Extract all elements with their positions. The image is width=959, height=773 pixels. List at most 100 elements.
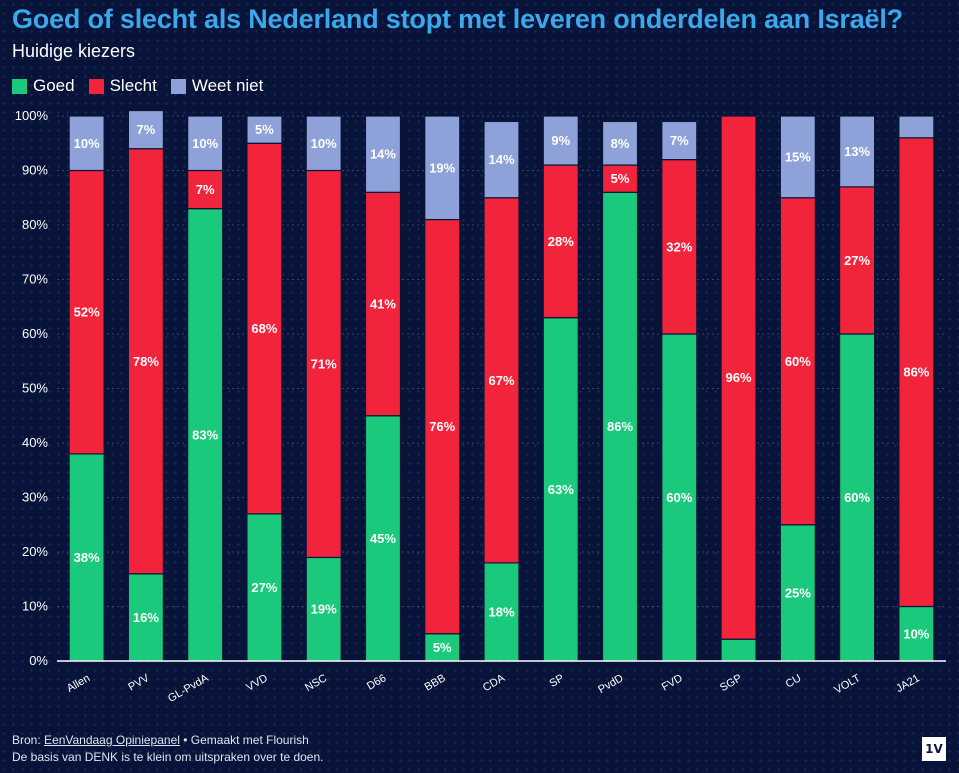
page-title: Goed of slecht als Nederland stopt met l… — [12, 4, 903, 34]
bar-goed-allen — [68, 453, 105, 662]
source-line: Bron: EenVandaag Opiniepanel • Gemaakt m… — [12, 732, 323, 749]
x-category-label: CDA — [481, 672, 508, 694]
x-category-label: JA21 — [894, 672, 922, 695]
bar-goed-cda — [483, 562, 520, 662]
bar-value-label: 28% — [548, 234, 574, 249]
bar-weet-niet-cu — [779, 115, 816, 199]
y-tick-label: 10% — [22, 599, 48, 614]
bar-value-label: 19% — [429, 160, 455, 175]
bar-slecht-sgp — [720, 115, 757, 640]
bar-value-label: 52% — [74, 305, 100, 320]
legend-item-slecht[interactable]: Slecht — [88, 76, 157, 96]
bar-value-label: 18% — [488, 604, 514, 619]
bar-value-label: 41% — [370, 297, 396, 312]
y-tick-label: 70% — [22, 272, 48, 287]
x-category-label: SP — [548, 672, 567, 690]
bar-value-label: 5% — [611, 171, 630, 186]
bar-value-label: 25% — [785, 585, 811, 600]
bar-value-label: 10% — [74, 136, 100, 151]
y-tick-label: 20% — [22, 544, 48, 559]
bar-slecht-volt — [838, 186, 876, 335]
x-category-label: CU — [784, 672, 804, 690]
eenvandaag-logo: 1V — [922, 737, 946, 761]
legend-item-goed[interactable]: Goed — [12, 76, 75, 96]
bar-weet-niet-gl-pvda — [187, 115, 224, 172]
y-tick-label: 30% — [22, 490, 48, 505]
bar-value-label: 63% — [548, 482, 574, 497]
bar-goed-sgp — [720, 638, 757, 662]
bar-value-label: 68% — [251, 321, 277, 336]
bar-value-label: 67% — [488, 373, 514, 388]
bar-slecht-pvv — [127, 148, 164, 575]
x-category-label: FVD — [660, 672, 685, 693]
bar-goed-pvv — [127, 573, 164, 662]
bar-slecht-sp — [542, 164, 579, 319]
legend-label-slecht: Slecht — [109, 76, 157, 95]
bar-value-label: 19% — [311, 602, 337, 617]
legend-swatch-weet-niet — [170, 78, 186, 94]
bar-value-label: 10% — [903, 626, 929, 641]
y-tick-label: 60% — [22, 326, 48, 341]
bar-value-label: 86% — [607, 419, 633, 434]
bar-value-label: 7% — [670, 133, 689, 148]
bar-value-label: 7% — [137, 122, 156, 137]
bar-goed-volt — [838, 333, 876, 662]
x-category-label: SGP — [718, 672, 744, 694]
y-tick-label: 0% — [29, 653, 48, 668]
x-category-label: GL-PvdA — [166, 672, 211, 705]
bar-value-label: 60% — [785, 354, 811, 369]
bar-weet-niet-nsc — [305, 115, 342, 172]
bar-slecht-vvd — [246, 142, 283, 515]
bar-slecht-d66 — [364, 191, 402, 417]
bar-value-label: 9% — [551, 133, 570, 148]
bar-value-label: 71% — [311, 356, 337, 371]
x-category-label: VVD — [244, 672, 270, 694]
bar-value-label: 5% — [255, 122, 274, 137]
y-tick-label: 80% — [22, 217, 48, 232]
y-tick-label: 90% — [22, 163, 48, 178]
x-category-label: NSC — [303, 672, 329, 694]
made-with-text: • Gemaakt met Flourish — [179, 733, 309, 747]
legend-swatch-slecht — [88, 78, 104, 94]
bar-weet-niet-vvd — [246, 115, 283, 144]
legend-swatch-goed — [12, 78, 27, 94]
bar-value-label: 10% — [311, 136, 337, 151]
bar-value-label: 32% — [666, 239, 692, 254]
x-category-label: D66 — [365, 672, 388, 692]
bar-weet-niet-d66 — [364, 115, 402, 193]
bar-value-label: 5% — [433, 640, 452, 655]
bar-value-label: 10% — [192, 136, 218, 151]
bar-value-label: 78% — [133, 354, 159, 369]
source-link[interactable]: EenVandaag Opiniepanel — [44, 733, 180, 747]
bar-value-label: 60% — [844, 490, 870, 505]
bar-value-label: 14% — [370, 147, 396, 162]
legend-item-weet-niet[interactable]: Weet niet — [170, 76, 263, 96]
bar-value-label: 16% — [133, 610, 159, 625]
bar-weet-niet-allen — [68, 115, 105, 172]
bar-slecht-cu — [779, 197, 816, 526]
bar-slecht-allen — [68, 169, 105, 455]
bar-weet-niet-cda — [483, 120, 520, 199]
footer-note: De basis van DENK is te klein om uitspra… — [12, 750, 324, 764]
bar-value-label: 96% — [726, 370, 752, 385]
bar-value-label: 60% — [666, 490, 692, 505]
bar-weet-niet-sp — [542, 115, 579, 166]
y-tick-label: 40% — [22, 435, 48, 450]
chart-footer: Bron: EenVandaag Opiniepanel • Gemaakt m… — [12, 732, 323, 766]
bar-weet-niet-volt — [838, 115, 876, 188]
bar-weet-niet-ja21 — [898, 115, 935, 139]
bar-value-label: 27% — [844, 253, 870, 268]
x-category-label: VOLT — [832, 672, 862, 696]
source-prefix: Bron: — [12, 733, 45, 747]
x-category-label: BBB — [423, 672, 448, 693]
x-category-label: PVV — [126, 672, 152, 694]
bar-weet-niet-pvv — [127, 109, 164, 150]
page-subtitle: Huidige kiezers — [12, 41, 136, 61]
bar-value-label: 15% — [785, 149, 811, 164]
bar-weet-niet-bbb — [424, 115, 461, 221]
chart-legend: Goed Slecht Weet niet — [12, 76, 263, 96]
bar-slecht-cda — [483, 197, 520, 564]
bar-goed-cu — [779, 524, 816, 662]
bar-value-label: 38% — [74, 550, 100, 565]
